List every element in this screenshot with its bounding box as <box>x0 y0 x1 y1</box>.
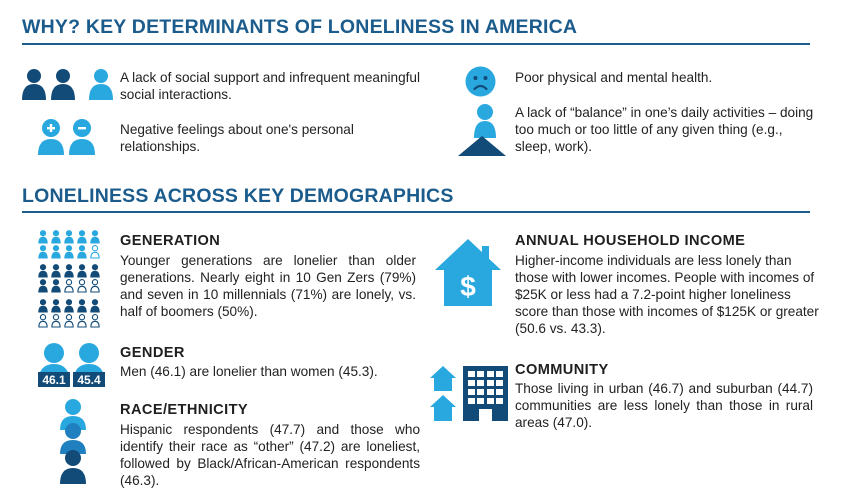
income-text: Higher-income individuals are less lonel… <box>515 253 819 336</box>
community-heading: COMMUNITY <box>515 362 609 378</box>
people-group-icon <box>22 69 113 100</box>
race-heading: RACE/ETHNICITY <box>120 402 249 418</box>
sad-face-icon <box>465 66 496 97</box>
gender-heading: GENDER <box>120 345 185 361</box>
determinant-health: Poor physical and mental health. <box>515 70 713 85</box>
income-heading: ANNUAL HOUSEHOLD INCOME <box>515 233 746 249</box>
race-text: Hispanic respondents (47.7) and those wh… <box>120 422 420 488</box>
why-section-rule <box>22 43 810 45</box>
house-dollar-icon: $ <box>435 239 501 306</box>
generation-text: Younger generations are lonelier than ol… <box>120 253 416 319</box>
demographics-section-title: LONELINESS ACROSS KEY DEMOGRAPHICS <box>22 185 454 207</box>
gender-text: Men (46.1) are lonelier than women (45.3… <box>120 364 378 379</box>
race-people-stack-icon <box>60 399 86 484</box>
determinant-negative-feelings: Negative feelings about one's personal r… <box>120 122 354 154</box>
gender-people-icon: 46.1 45.4 <box>38 343 105 387</box>
community-buildings-icon <box>430 366 508 421</box>
balance-icon <box>458 104 506 156</box>
generation-heading: GENERATION <box>120 233 221 249</box>
why-section-title: WHY? KEY DETERMINANTS OF LONELINESS IN A… <box>22 16 578 38</box>
dollar-sign: $ <box>460 271 476 302</box>
determinant-balance: A lack of “balance” in one’s daily activ… <box>515 105 814 154</box>
women-score-badge: 45.4 <box>77 373 101 387</box>
plus-minus-people-icon <box>38 119 95 155</box>
demographics-section-rule <box>22 211 810 213</box>
community-text: Those living in urban (46.7) and suburba… <box>515 381 813 430</box>
generation-people-grid-icon <box>38 230 100 328</box>
determinant-social-support: A lack of social support and infrequent … <box>120 70 421 102</box>
men-score-badge: 46.1 <box>42 373 66 387</box>
